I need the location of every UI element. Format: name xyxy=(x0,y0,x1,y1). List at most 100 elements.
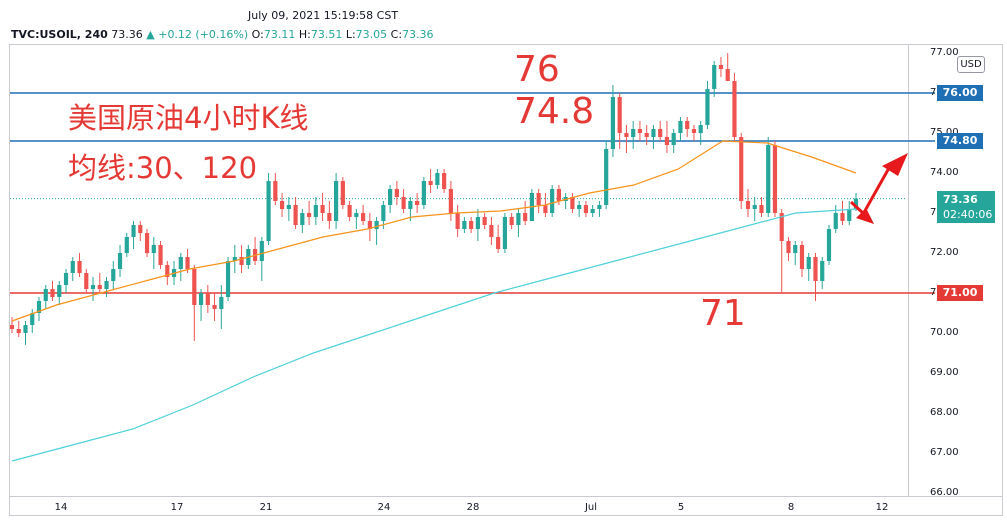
candle-body xyxy=(590,209,595,213)
ma120-line xyxy=(11,208,857,462)
candle-body xyxy=(165,265,170,277)
chart-frame xyxy=(9,44,1003,516)
candle-body xyxy=(442,173,447,189)
candle-body xyxy=(334,181,339,221)
candle-body xyxy=(685,121,690,129)
candle-body xyxy=(550,189,555,213)
candle-body xyxy=(604,149,609,205)
candle-body xyxy=(394,189,399,197)
candle-body xyxy=(43,289,48,301)
candle-body xyxy=(577,205,582,209)
candle-body xyxy=(448,189,453,213)
candle-body xyxy=(374,221,379,229)
candle-body xyxy=(90,285,96,289)
candle-body xyxy=(354,213,359,217)
candle-body xyxy=(671,133,676,145)
candle-body xyxy=(617,97,622,133)
down-arrow-head xyxy=(856,208,874,224)
open-label: O: xyxy=(251,28,264,41)
candle-body xyxy=(820,261,825,281)
candle-body xyxy=(300,213,305,225)
candle-body xyxy=(232,257,237,261)
candle-body xyxy=(219,297,224,309)
price-tick-label: 75.00 xyxy=(930,127,959,138)
candle-body xyxy=(212,305,217,309)
chart-annotation-moving-averages: 均线:30、120 xyxy=(68,151,258,185)
candle-body xyxy=(482,217,487,225)
current-price-tag: 73.36 02:40:06 xyxy=(937,190,995,223)
candle-body xyxy=(347,205,352,217)
candle-body xyxy=(178,257,183,269)
candle-body xyxy=(597,205,602,209)
candle-body xyxy=(84,273,89,289)
candle-body xyxy=(340,181,345,205)
candle-body xyxy=(637,129,643,133)
annotation-level-71: 71 xyxy=(700,293,746,334)
candle-body xyxy=(725,69,730,81)
candle-body xyxy=(455,213,460,229)
candle-body xyxy=(111,269,116,281)
time-tick-label: 28 xyxy=(466,502,480,513)
candle-body xyxy=(752,205,757,209)
price-tick-label: 69.00 xyxy=(930,367,959,378)
candle-body xyxy=(9,325,15,329)
header-bar: July 09, 2021 15:19:58 CST TVC:USOIL, 24… xyxy=(0,0,1007,44)
candle-body xyxy=(462,221,467,229)
price-tick-label: 67.00 xyxy=(930,447,959,458)
symbol-name[interactable]: TVC:USOIL, 240 xyxy=(11,28,108,41)
price-tick-label: 77.00 xyxy=(930,47,959,58)
price-tag-74-8: 74.80 xyxy=(937,133,983,149)
candle-body xyxy=(266,181,271,241)
candle-body xyxy=(536,193,541,205)
price-tick-label: 72.00 xyxy=(930,247,959,258)
candle-body xyxy=(286,205,291,209)
candle-body xyxy=(523,213,528,221)
candle-body xyxy=(23,325,28,333)
time-tick-label: 8 xyxy=(787,502,795,513)
candle-body xyxy=(691,129,697,133)
time-tick-label: 17 xyxy=(170,502,184,513)
bar-countdown: 02:40:06 xyxy=(943,207,993,221)
candle-body xyxy=(279,201,285,209)
price-tag-71: 71.00 xyxy=(937,285,983,301)
annotation-level-76: 76 xyxy=(514,49,560,90)
candle-body xyxy=(509,217,514,225)
candle-body xyxy=(185,257,190,269)
candle-body xyxy=(117,253,123,269)
last-price: 73.36 xyxy=(111,28,143,41)
chart-annotation-title: 美国原油4小时K线 xyxy=(68,101,309,135)
ma30-line xyxy=(11,140,857,322)
candle-body xyxy=(826,229,832,261)
candle-body xyxy=(786,241,791,253)
candle-body xyxy=(205,293,210,305)
candle-body xyxy=(124,237,129,253)
candle-body xyxy=(327,213,332,221)
price-axis-divider xyxy=(908,44,909,496)
candle-body xyxy=(705,89,710,125)
candle-body xyxy=(779,213,784,241)
candle-body xyxy=(475,217,480,229)
close-value: 73.36 xyxy=(402,28,434,41)
high-label: H: xyxy=(298,28,311,41)
candle-body xyxy=(516,213,521,225)
candle-body xyxy=(306,213,312,217)
candle-body xyxy=(502,217,507,249)
candle-body xyxy=(624,133,629,137)
candle-body xyxy=(718,65,724,69)
candle-body xyxy=(239,257,244,265)
candle-body xyxy=(144,233,150,253)
candle-body xyxy=(198,293,204,305)
price-change: ▲ +0.12 (+0.16%) xyxy=(146,28,249,41)
candle-body xyxy=(610,97,616,149)
price-tick-label: 66.00 xyxy=(930,487,959,498)
symbol-quote-line: TVC:USOIL, 240 73.36 ▲ +0.12 (+0.16%) O:… xyxy=(11,28,434,41)
candle-body xyxy=(698,125,703,133)
candle-body xyxy=(712,65,717,89)
currency-badge[interactable]: USD xyxy=(957,56,985,73)
candle-body xyxy=(853,198,859,209)
candle-body xyxy=(138,225,143,233)
up-arrow-head xyxy=(882,153,908,176)
candle-body xyxy=(381,205,386,221)
candle-body xyxy=(658,129,663,137)
